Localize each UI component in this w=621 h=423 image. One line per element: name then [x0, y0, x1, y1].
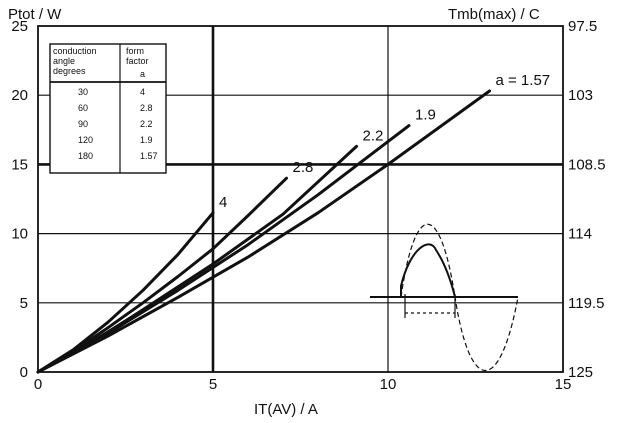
series-label-2.8: 2.8	[293, 159, 314, 176]
y-axis-right-label: Tmb(max) / C	[448, 6, 540, 23]
y-tick-label-left: 15	[11, 156, 28, 173]
y-tick-label-right: 103	[568, 87, 593, 104]
y-tick-label-left: 5	[20, 295, 28, 312]
series-labels: 4 2.8 2.2 1.9 a = 1.57	[219, 72, 550, 211]
y-tick-label-left: 25	[11, 18, 28, 35]
y-tick-label-right: 108.5	[568, 156, 606, 173]
x-axis-label: IT(AV) / A	[254, 401, 318, 418]
table-cell-form-factor: 2.8	[140, 103, 153, 113]
tick-labels: 0 5 10 15 0 5 10 15 20 25 125 119.5 114 108.5 103 97.5	[11, 18, 605, 393]
table-header-angle-line2: angle	[53, 56, 75, 66]
table-rows: 30 4 60 2.8 90 2.2 120 1.9 180 1.57	[78, 87, 158, 161]
table-header-form-line2: factor	[126, 56, 149, 66]
table-header-angle-line3: degrees	[53, 66, 86, 76]
y-tick-label-right: 114	[568, 226, 592, 243]
y-tick-label-right: 97.5	[568, 18, 597, 35]
plot-frame	[37, 25, 564, 373]
waveform-conduction-portion	[400, 243, 456, 298]
table-cell-form-factor: 1.9	[140, 135, 153, 145]
table-cell-angle: 120	[78, 135, 93, 145]
x-tick-label: 10	[380, 376, 397, 393]
table-cell-angle: 60	[78, 103, 88, 113]
table-header-angle-line1: conduction	[53, 46, 97, 56]
x-tick-label: 0	[34, 376, 42, 393]
y-tick-label-left: 10	[11, 226, 28, 243]
table-cell-form-factor: 4	[140, 87, 145, 97]
table-header-form-line3: a	[140, 69, 145, 79]
waveform-sketch	[370, 223, 519, 372]
y-axis-left-label: Ptot / W	[8, 6, 62, 23]
series-label-1.57: a = 1.57	[496, 72, 551, 89]
series-lines	[36, 89, 491, 374]
series-label-2.2: 2.2	[363, 127, 384, 144]
y-tick-label-right: 125	[568, 364, 593, 381]
table-cell-form-factor: 2.2	[140, 119, 153, 129]
y-tick-label-right: 119.5	[568, 295, 604, 312]
y-tick-label-left: 0	[20, 364, 28, 381]
series-line-2.8	[36, 176, 288, 374]
x-tick-label: 15	[555, 376, 572, 393]
series-label-1.9: 1.9	[415, 107, 436, 124]
table-cell-form-factor: 1.57	[140, 151, 158, 161]
table-cell-angle: 180	[78, 151, 93, 161]
table-header-form-line1: form	[126, 46, 144, 56]
table-cell-angle: 30	[78, 87, 88, 97]
conduction-angle-table: conduction angle degrees form factor a 3…	[49, 43, 167, 174]
x-tick-label: 5	[209, 376, 217, 393]
table-frame	[49, 43, 167, 174]
series-line-1.57	[36, 89, 491, 374]
series-label-4: 4	[219, 194, 227, 211]
table-cell-angle: 90	[78, 119, 88, 129]
y-tick-label-left: 20	[11, 87, 28, 104]
